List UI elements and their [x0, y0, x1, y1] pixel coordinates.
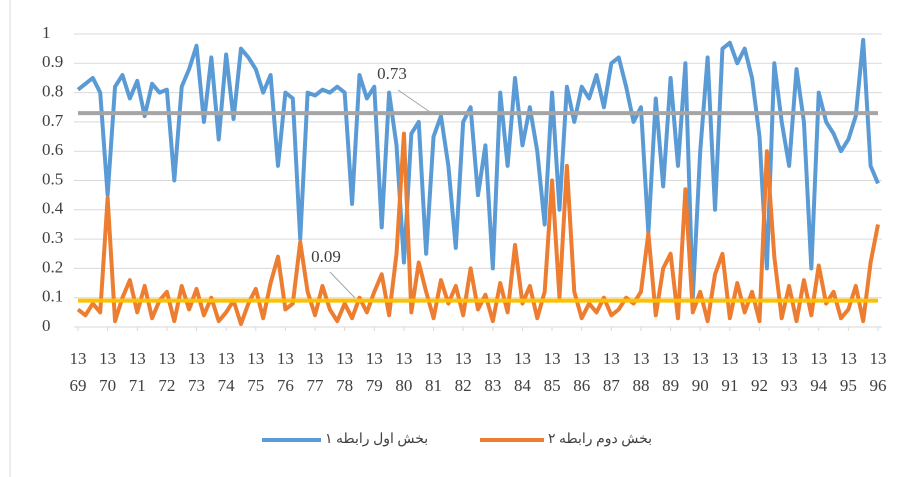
x-tick-label: 1370	[99, 349, 117, 395]
y-tick-label: 0.2	[42, 257, 63, 276]
x-tick-label: 1391	[721, 349, 739, 395]
x-tick-label: 1387	[602, 349, 620, 395]
y-tick-label: 0.7	[42, 111, 64, 130]
x-tick-label: 1386	[573, 349, 591, 395]
y-tick-label: 0.8	[42, 82, 63, 101]
legend-label: بخش اول رابطه ۱	[325, 432, 428, 447]
y-tick-label: 0.6	[42, 140, 63, 159]
x-tick-label: 1384	[513, 349, 531, 395]
x-tick-label: 1390	[691, 349, 709, 395]
series-line	[76, 37, 880, 300]
reference-label: 0.09	[311, 247, 341, 266]
x-tick-label: 1395	[839, 349, 857, 395]
x-tick-label: 1394	[810, 349, 828, 395]
x-tick-label: 1381	[425, 349, 443, 395]
y-tick-label: 0	[42, 316, 51, 335]
reference-label: 0.73	[377, 64, 407, 83]
y-tick-label: 1	[42, 23, 51, 42]
x-tick-label: 1389	[662, 349, 680, 395]
x-tick-label: 1377	[306, 349, 324, 395]
x-tick-label: 1383	[484, 349, 502, 395]
x-tick-label: 1396	[869, 349, 887, 395]
x-tick-label: 1374	[217, 349, 235, 395]
x-tick-label: 1373	[188, 349, 206, 395]
y-tick-label: 0.5	[42, 169, 63, 188]
leader-line	[397, 89, 431, 113]
y-tick-label: 0.4	[42, 199, 64, 218]
x-tick-label: 1388	[632, 349, 650, 395]
x-tick-label: 1376	[276, 349, 294, 395]
x-tick-label: 1378	[336, 349, 354, 395]
x-tick-label: 1375	[247, 349, 265, 395]
x-tick-label: 1382	[454, 349, 472, 395]
y-tick-label: 0.9	[42, 52, 63, 71]
x-tick-label: 1392	[750, 349, 768, 395]
leader-line	[329, 271, 356, 299]
x-tick-label: 1372	[158, 349, 176, 395]
y-tick-label: 0.1	[42, 287, 63, 306]
x-tick-label: 1385	[543, 349, 561, 395]
y-tick-label: 0.3	[42, 228, 63, 247]
series-line	[76, 131, 880, 327]
x-tick-label: 1371	[128, 349, 146, 395]
legend-label: بخش دوم رابطه ۲	[548, 432, 652, 447]
x-tick-label: 1393	[780, 349, 798, 395]
x-tick-label: 1380	[395, 349, 413, 395]
x-tick-label: 1369	[69, 349, 87, 395]
x-tick-label: 1379	[365, 349, 383, 395]
